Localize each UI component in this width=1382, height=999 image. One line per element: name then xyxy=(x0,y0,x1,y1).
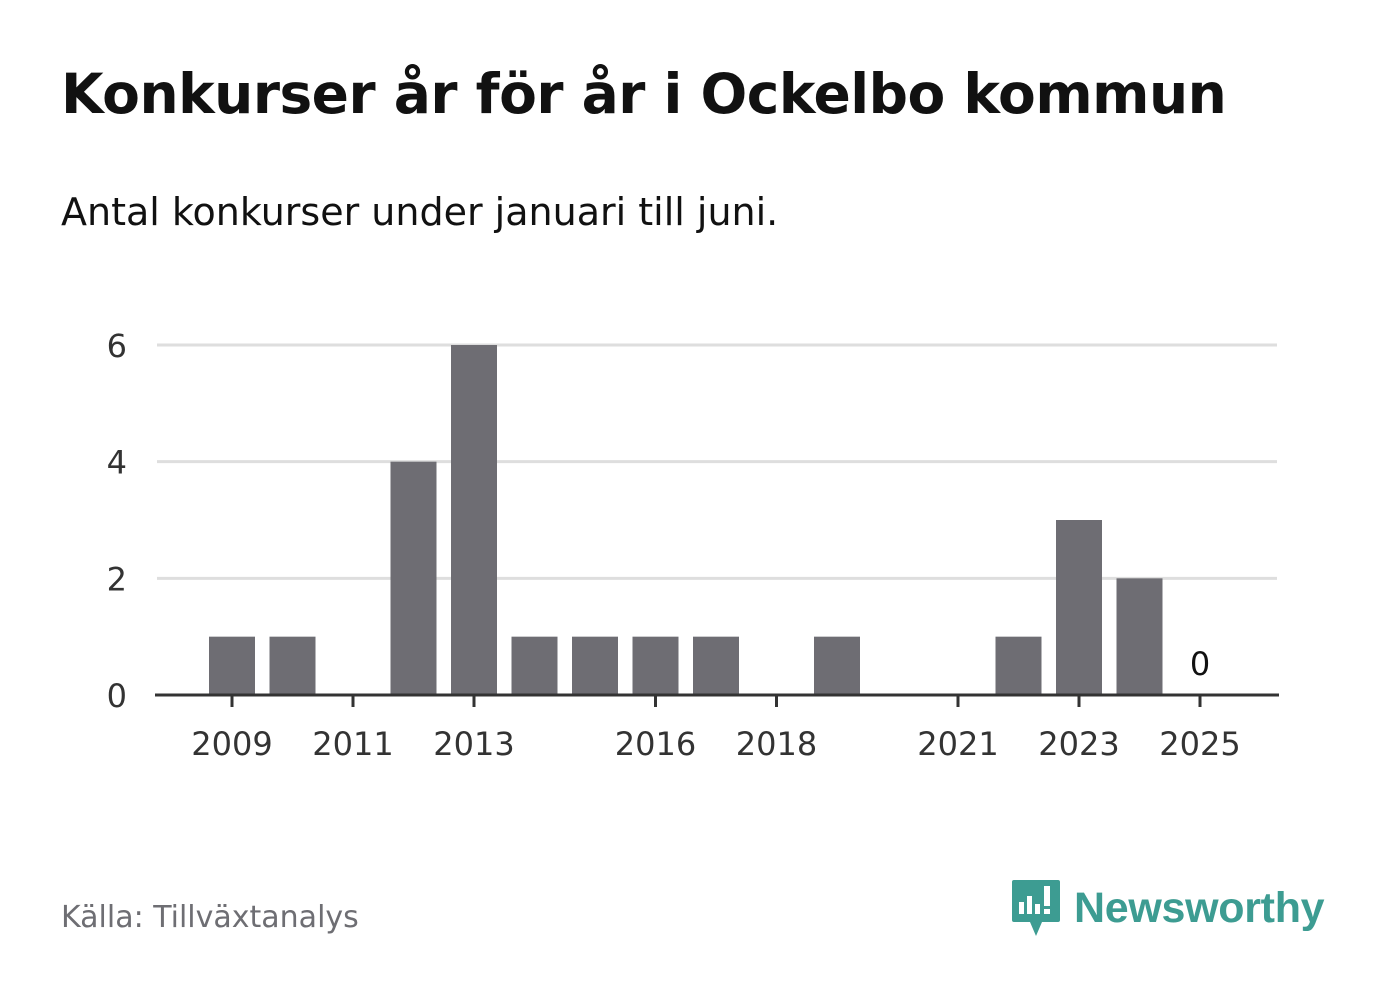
x-tick-label: 2011 xyxy=(312,725,393,763)
newsworthy-logo-icon xyxy=(1012,880,1060,936)
chart-subtitle: Antal konkurser under januari till juni. xyxy=(61,190,779,234)
bar-2024 xyxy=(1116,578,1163,695)
x-tick-label: 2009 xyxy=(191,725,272,763)
bar-2010 xyxy=(269,636,316,695)
bar-2012 xyxy=(390,461,437,695)
bar-2013 xyxy=(451,345,497,695)
y-tick-labels: 0 2 4 6 xyxy=(107,327,127,715)
y-tick-label: 6 xyxy=(107,327,127,365)
bar-2017 xyxy=(693,636,739,695)
bar-2023 xyxy=(1056,520,1102,695)
x-tick-labels: 2009 2011 2013 2016 2018 2021 2023 2025 xyxy=(191,725,1240,763)
x-tick-label: 2021 xyxy=(917,725,998,763)
bar-2022 xyxy=(995,636,1042,695)
bar-2016 xyxy=(632,636,679,695)
bars xyxy=(209,345,1163,695)
x-tick-label: 2018 xyxy=(736,725,817,763)
y-tick-label: 2 xyxy=(107,560,127,598)
grid-lines xyxy=(157,343,1277,580)
bar-2015 xyxy=(572,636,618,695)
y-tick-label: 4 xyxy=(107,444,127,482)
source-note: Källa: Tillväxtanalys xyxy=(61,900,359,935)
brand-name: Newsworthy xyxy=(1074,883,1325,932)
bar-2014 xyxy=(511,636,558,695)
annotations: 0 xyxy=(1190,645,1210,683)
x-tick-label: 2023 xyxy=(1038,725,1119,763)
x-tick-label: 2013 xyxy=(433,725,514,763)
x-tick-label: 2025 xyxy=(1159,725,1240,763)
brand-logo: Newsworthy xyxy=(1010,878,1325,938)
bar-2009 xyxy=(209,636,255,695)
bar-2019 xyxy=(814,636,860,695)
x-tick-label: 2016 xyxy=(615,725,696,763)
chart-title: Konkurser år för år i Ockelbo kommun xyxy=(61,62,1227,126)
data-label: 0 xyxy=(1190,645,1210,683)
y-tick-label: 0 xyxy=(107,677,127,715)
x-axis xyxy=(155,693,1279,707)
